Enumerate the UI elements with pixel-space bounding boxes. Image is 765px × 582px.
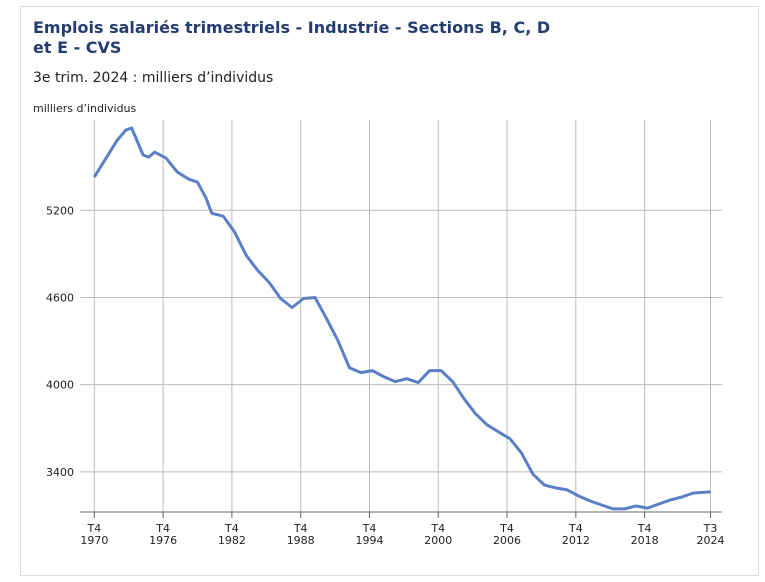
x-tick-label: T4 1982 bbox=[218, 522, 246, 547]
x-tick-label: T4 2018 bbox=[631, 522, 659, 547]
x-tick-label: T4 2000 bbox=[424, 522, 452, 547]
chart-subtitle: 3e trim. 2024 : milliers d’individus bbox=[33, 70, 274, 86]
y-tick-label: 5200 bbox=[46, 204, 74, 217]
y-tick-label: 4600 bbox=[46, 291, 74, 304]
x-tick-label: T4 1976 bbox=[149, 522, 177, 547]
x-tick-label: T4 2012 bbox=[562, 522, 590, 547]
y-axis-label: milliers d’individus bbox=[33, 102, 137, 115]
chart-title: Emplois salariés trimestriels - Industri… bbox=[33, 18, 551, 57]
x-tick-label: T4 2006 bbox=[493, 522, 521, 547]
y-tick-label: 4000 bbox=[46, 379, 74, 392]
x-tick-label: T4 1994 bbox=[355, 522, 383, 547]
chart-frame bbox=[20, 6, 759, 576]
x-tick-label: T3 2024 bbox=[697, 522, 725, 547]
x-tick-label: T4 1988 bbox=[287, 522, 315, 547]
y-tick-label: 3400 bbox=[46, 466, 74, 479]
series-line bbox=[93, 126, 711, 511]
x-tick-label: T4 1970 bbox=[80, 522, 108, 547]
